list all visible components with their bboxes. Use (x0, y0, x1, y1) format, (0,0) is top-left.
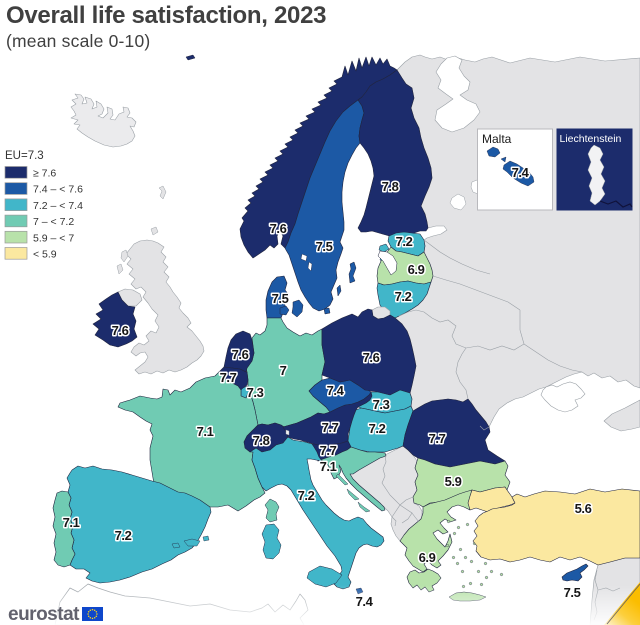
svg-text:7.6: 7.6 (232, 347, 249, 362)
svg-text:< 5.9: < 5.9 (33, 249, 57, 261)
svg-text:7.7: 7.7 (429, 431, 446, 446)
svg-text:Malta: Malta (482, 132, 512, 146)
svg-text:7.2: 7.2 (395, 289, 412, 304)
svg-text:7.6: 7.6 (270, 221, 287, 236)
svg-text:7.6: 7.6 (363, 350, 380, 365)
svg-text:7.2: 7.2 (115, 528, 132, 543)
svg-text:7.2: 7.2 (298, 488, 315, 503)
svg-text:7.6: 7.6 (112, 323, 129, 338)
svg-text:7.7: 7.7 (320, 443, 337, 458)
svg-text:7.3: 7.3 (373, 397, 390, 412)
svg-text:7.5: 7.5 (272, 291, 289, 306)
svg-text:7.4: 7.4 (356, 594, 374, 609)
svg-text:5.6: 5.6 (575, 501, 592, 516)
svg-text:7.7: 7.7 (322, 420, 339, 435)
svg-text:Liechtenstein: Liechtenstein (560, 133, 622, 145)
svg-text:7.4: 7.4 (327, 383, 345, 398)
svg-text:7.8: 7.8 (253, 433, 270, 448)
svg-text:7.4 – < 7.6: 7.4 – < 7.6 (33, 184, 83, 196)
svg-text:7.5: 7.5 (316, 239, 333, 254)
svg-text:7.2: 7.2 (396, 234, 413, 249)
svg-text:7.1: 7.1 (320, 459, 337, 474)
svg-text:7.1: 7.1 (63, 515, 80, 530)
svg-text:7 – < 7.2: 7 – < 7.2 (33, 216, 74, 228)
svg-text:7.2: 7.2 (369, 421, 386, 436)
svg-text:7.3: 7.3 (247, 385, 264, 400)
svg-text:≥ 7.6: ≥ 7.6 (33, 168, 56, 180)
svg-text:7.4: 7.4 (512, 165, 530, 180)
svg-text:7: 7 (280, 363, 287, 378)
svg-text:7.2 – < 7.4: 7.2 – < 7.4 (33, 200, 83, 212)
svg-text:6.9: 6.9 (408, 262, 425, 277)
svg-text:7.1: 7.1 (197, 424, 214, 439)
svg-text:7.5: 7.5 (564, 585, 581, 600)
svg-text:5.9 – < 7: 5.9 – < 7 (33, 232, 74, 244)
svg-text:EU=7.3: EU=7.3 (5, 150, 44, 162)
svg-text:7.7: 7.7 (220, 370, 237, 385)
svg-text:5.9: 5.9 (445, 474, 462, 489)
svg-text:7.8: 7.8 (382, 179, 399, 194)
svg-text:6.9: 6.9 (419, 550, 436, 565)
